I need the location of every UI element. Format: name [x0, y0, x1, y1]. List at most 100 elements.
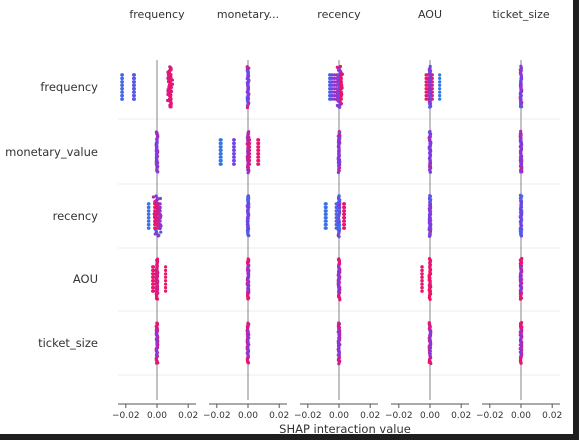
interaction-point — [337, 289, 341, 293]
interaction-point — [428, 209, 432, 213]
interaction-point — [246, 97, 250, 101]
interaction-dot — [337, 362, 341, 366]
interaction-point — [256, 159, 260, 163]
interaction-point — [246, 205, 250, 209]
x-tick-label-4-1: 0.00 — [511, 411, 531, 421]
interaction-point — [519, 97, 523, 101]
row-label-2: recency — [53, 209, 99, 223]
interaction-point — [151, 289, 155, 293]
interaction-dot — [247, 234, 251, 238]
interaction-point — [332, 73, 336, 77]
interaction-point — [323, 202, 327, 206]
interaction-point — [256, 152, 260, 156]
interaction-point — [246, 339, 250, 343]
interaction-point — [425, 80, 429, 84]
interaction-point — [339, 76, 343, 80]
interaction-point — [246, 289, 250, 293]
interaction-point — [332, 76, 336, 80]
interaction-point — [428, 346, 432, 350]
column-title-4: ticket_size — [492, 8, 550, 21]
interaction-dot — [153, 232, 157, 236]
interaction-point — [428, 152, 432, 156]
interaction-point — [158, 223, 162, 227]
interaction-dot — [246, 297, 250, 301]
interaction-point — [323, 205, 327, 209]
interaction-point — [132, 97, 136, 101]
interaction-point — [155, 332, 159, 336]
interaction-point — [332, 97, 336, 101]
interaction-point — [336, 90, 340, 94]
x-tick-label-2-1: 0.00 — [329, 411, 349, 421]
interaction-point — [519, 346, 523, 350]
interaction-point — [155, 272, 159, 276]
interaction-point — [120, 76, 124, 80]
interaction-point — [519, 205, 523, 209]
interaction-point — [151, 286, 155, 290]
interaction-point — [155, 336, 159, 340]
interaction-point — [147, 226, 151, 230]
interaction-point — [335, 202, 339, 206]
interaction-point — [246, 223, 250, 227]
interaction-point — [153, 216, 158, 220]
interaction-point — [132, 73, 136, 77]
interaction-point — [519, 343, 523, 347]
interaction-point — [342, 226, 346, 230]
interaction-dot — [155, 297, 160, 301]
interaction-dot — [519, 234, 523, 238]
interaction-point — [155, 346, 159, 350]
interaction-point — [147, 209, 151, 213]
interaction-point — [519, 350, 523, 354]
interaction-dot — [519, 361, 523, 365]
interaction-point — [337, 272, 341, 276]
interaction-point — [430, 80, 434, 84]
interaction-point — [151, 272, 155, 276]
interaction-point — [158, 226, 162, 230]
interaction-point — [337, 138, 341, 142]
interaction-point — [256, 141, 260, 145]
row-label-1: monetary_value — [5, 145, 98, 159]
interaction-dot — [338, 298, 342, 302]
interaction-point — [132, 94, 136, 98]
interaction-point — [430, 76, 434, 80]
interaction-point — [438, 80, 442, 84]
column-title-1: monetary... — [217, 8, 279, 21]
interaction-point — [336, 73, 340, 77]
interaction-point — [155, 275, 159, 279]
interaction-point — [332, 87, 336, 91]
interaction-point — [337, 152, 341, 156]
interaction-point — [519, 275, 523, 279]
interaction-point — [218, 162, 222, 166]
interaction-point — [430, 87, 434, 91]
interaction-point — [232, 162, 236, 166]
interaction-dot — [428, 105, 432, 109]
interaction-point — [323, 216, 327, 220]
interaction-point — [246, 332, 250, 336]
interaction-point — [155, 282, 159, 286]
interaction-point — [151, 282, 155, 286]
interaction-point — [335, 205, 339, 209]
interaction-point — [428, 159, 432, 163]
x-tick-label-4-0: −0.02 — [476, 411, 504, 421]
interaction-point — [425, 97, 429, 101]
interaction-point — [420, 286, 424, 290]
interaction-point — [232, 152, 236, 156]
interaction-point — [430, 94, 434, 98]
interaction-point — [342, 223, 346, 227]
interaction-point — [155, 279, 159, 283]
interaction-point — [120, 97, 124, 101]
interaction-point — [163, 268, 168, 272]
interaction-point — [337, 346, 341, 350]
interaction-point — [168, 97, 172, 101]
interaction-point — [337, 159, 341, 163]
interaction-point — [337, 332, 341, 336]
interaction-point — [519, 332, 523, 336]
interaction-point — [339, 94, 343, 98]
interaction-point — [519, 152, 523, 156]
interaction-point — [330, 76, 334, 80]
interaction-point — [155, 141, 159, 145]
interaction-point — [153, 226, 158, 230]
interaction-point — [342, 209, 346, 213]
interaction-point — [155, 148, 159, 152]
interaction-point — [147, 216, 151, 220]
